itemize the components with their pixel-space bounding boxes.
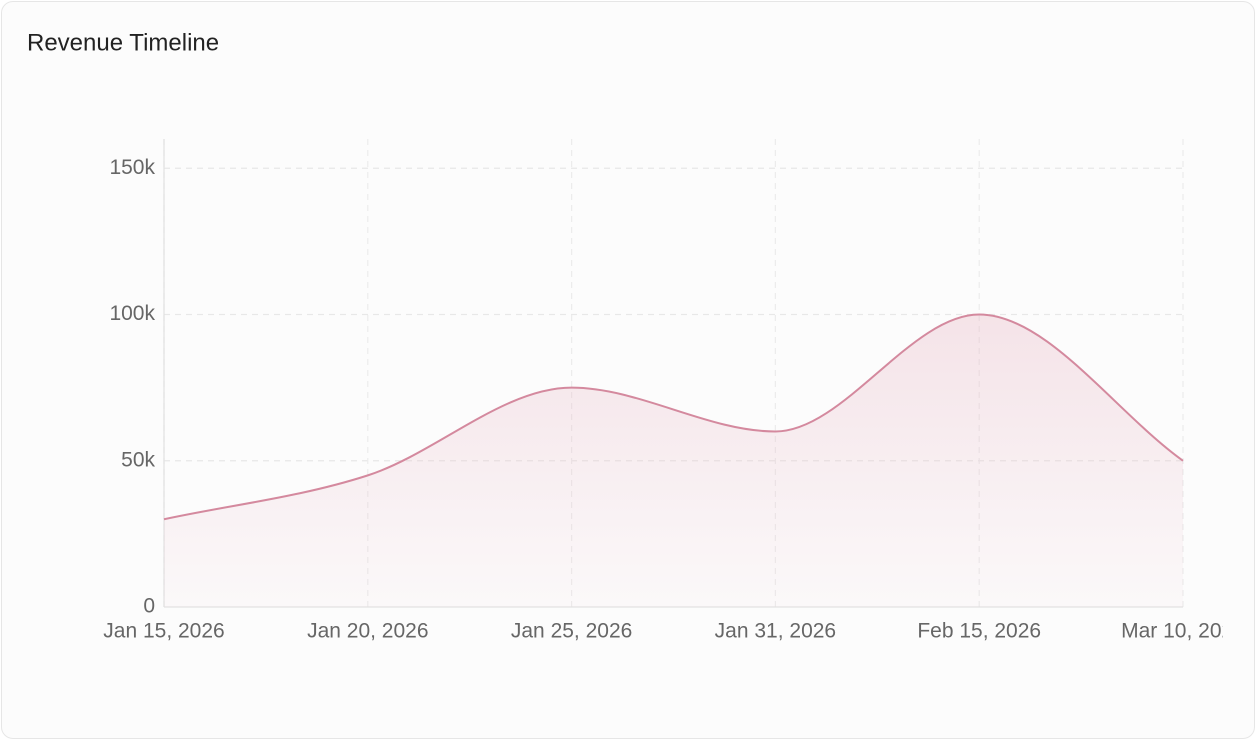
y-tick-label: 50k [121, 448, 155, 471]
x-tick-label: Feb 15, 2026 [917, 620, 1041, 643]
y-tick-label: 0 [143, 595, 155, 618]
x-tick-label: Jan 31, 2026 [715, 620, 836, 643]
area-line [163, 313, 1184, 521]
y-tick-label: 100k [109, 302, 155, 325]
x-tick-label: Jan 25, 2026 [511, 620, 632, 643]
area-fill [164, 314, 1183, 607]
x-tick-label: Mar 10, 2026 [1121, 620, 1245, 643]
x-tick-label: Jan 15, 2026 [103, 620, 224, 643]
x-tick-label: Jan 20, 2026 [307, 620, 428, 643]
plot-area: 0 50k 100k 150k Jan 15, 2026 Jan 20, 2026 Jan … [103, 139, 1245, 643]
y-tick-label: 150k [109, 156, 155, 179]
chart-title: Revenue Timeline [27, 29, 219, 56]
